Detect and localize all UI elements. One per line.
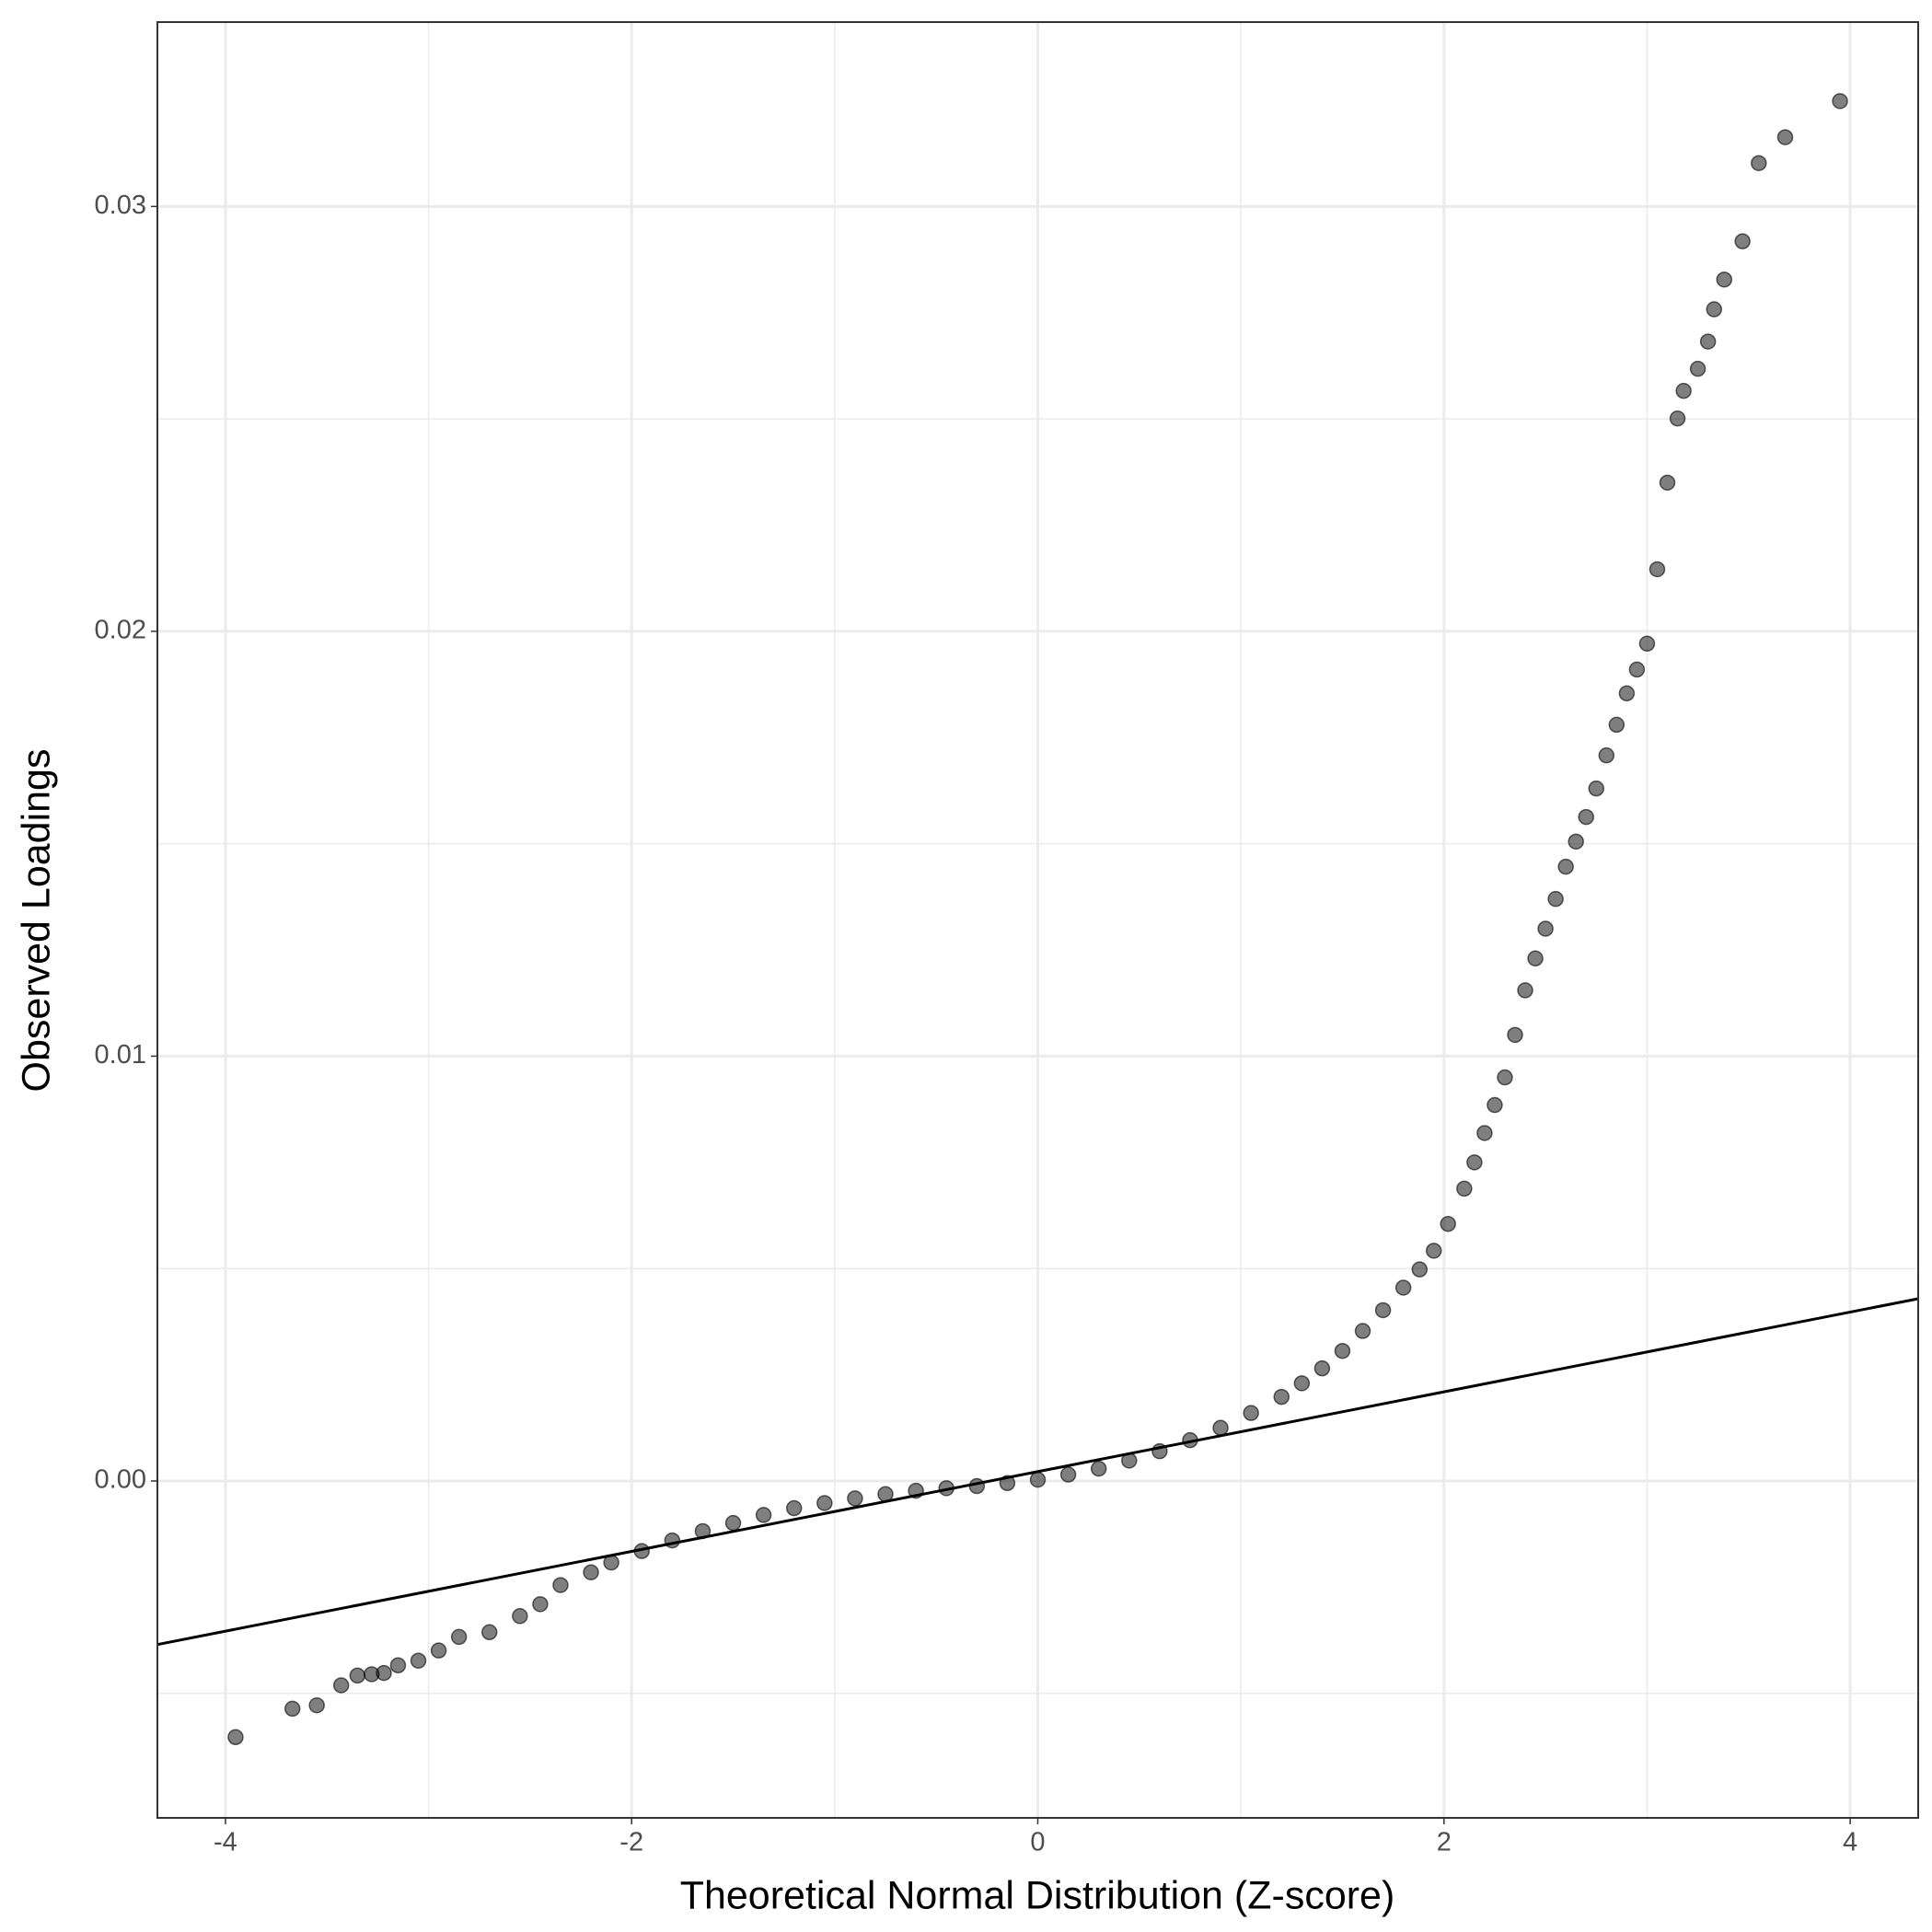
point	[283, 1700, 301, 1718]
point	[1557, 858, 1574, 875]
point	[227, 1729, 244, 1746]
point	[1374, 1301, 1392, 1319]
point	[1394, 1279, 1412, 1296]
point	[552, 1577, 569, 1593]
point	[1675, 382, 1692, 399]
y-axis-title: Observed Loadings	[14, 749, 58, 1093]
point	[1426, 1243, 1442, 1259]
x-tick-label: 2	[1437, 1828, 1452, 1857]
point	[847, 1490, 863, 1507]
point	[1537, 920, 1554, 937]
x-axis-title: Theoretical Normal Distribution (Z-score…	[680, 1873, 1395, 1917]
x-tick-label: -2	[619, 1828, 643, 1857]
point	[450, 1628, 468, 1646]
point	[1517, 982, 1533, 999]
point	[1689, 360, 1706, 377]
point	[1578, 808, 1594, 826]
point	[308, 1696, 325, 1714]
point	[1568, 833, 1584, 850]
point	[1649, 561, 1666, 578]
point	[1699, 333, 1717, 350]
point	[1716, 271, 1733, 288]
point	[349, 1667, 366, 1684]
point	[1547, 890, 1564, 908]
point	[1293, 1375, 1311, 1392]
point	[1751, 155, 1767, 171]
point	[1659, 474, 1676, 492]
point	[1598, 746, 1615, 764]
point	[1243, 1405, 1259, 1421]
point	[1029, 1471, 1047, 1488]
point	[785, 1499, 803, 1517]
point	[1313, 1359, 1331, 1377]
point	[1440, 1215, 1456, 1232]
point	[724, 1514, 742, 1532]
point	[1588, 780, 1605, 797]
point	[1669, 410, 1686, 427]
point	[1628, 661, 1646, 678]
point	[1476, 1125, 1493, 1141]
point	[816, 1495, 833, 1511]
point	[1059, 1466, 1077, 1483]
point	[1487, 1096, 1503, 1114]
point	[1466, 1154, 1483, 1171]
point	[1456, 1180, 1473, 1197]
point	[583, 1564, 599, 1580]
point	[1832, 93, 1848, 110]
point	[1090, 1460, 1107, 1477]
point	[430, 1642, 447, 1659]
x-tick-label: 0	[1030, 1828, 1045, 1857]
y-tick-label: 0.01	[95, 1040, 146, 1070]
point	[1507, 1026, 1523, 1044]
point	[376, 1664, 392, 1682]
point	[389, 1657, 407, 1674]
point	[1706, 301, 1723, 318]
point	[1776, 129, 1794, 145]
y-tick-label: 0.00	[95, 1465, 146, 1495]
point	[1497, 1069, 1513, 1086]
point	[1212, 1419, 1229, 1437]
panel-border	[156, 21, 1919, 1819]
point	[532, 1596, 549, 1613]
point	[1273, 1388, 1290, 1406]
point	[1638, 635, 1656, 653]
point	[968, 1477, 986, 1495]
x-tick-label: 4	[1843, 1828, 1857, 1857]
point	[1411, 1261, 1429, 1278]
point	[332, 1677, 350, 1694]
y-tick-label: 0.02	[95, 616, 146, 645]
point	[1608, 716, 1625, 734]
point	[1354, 1323, 1371, 1339]
point	[512, 1608, 528, 1625]
point	[1618, 685, 1636, 702]
reference-line	[156, 1297, 1919, 1647]
y-tick-label: 0.03	[95, 191, 146, 220]
point	[1334, 1342, 1351, 1359]
point	[410, 1652, 427, 1669]
point	[1734, 233, 1751, 249]
x-tick-label: -4	[214, 1828, 237, 1857]
point	[481, 1624, 498, 1641]
point	[1527, 950, 1544, 967]
point	[755, 1507, 772, 1523]
